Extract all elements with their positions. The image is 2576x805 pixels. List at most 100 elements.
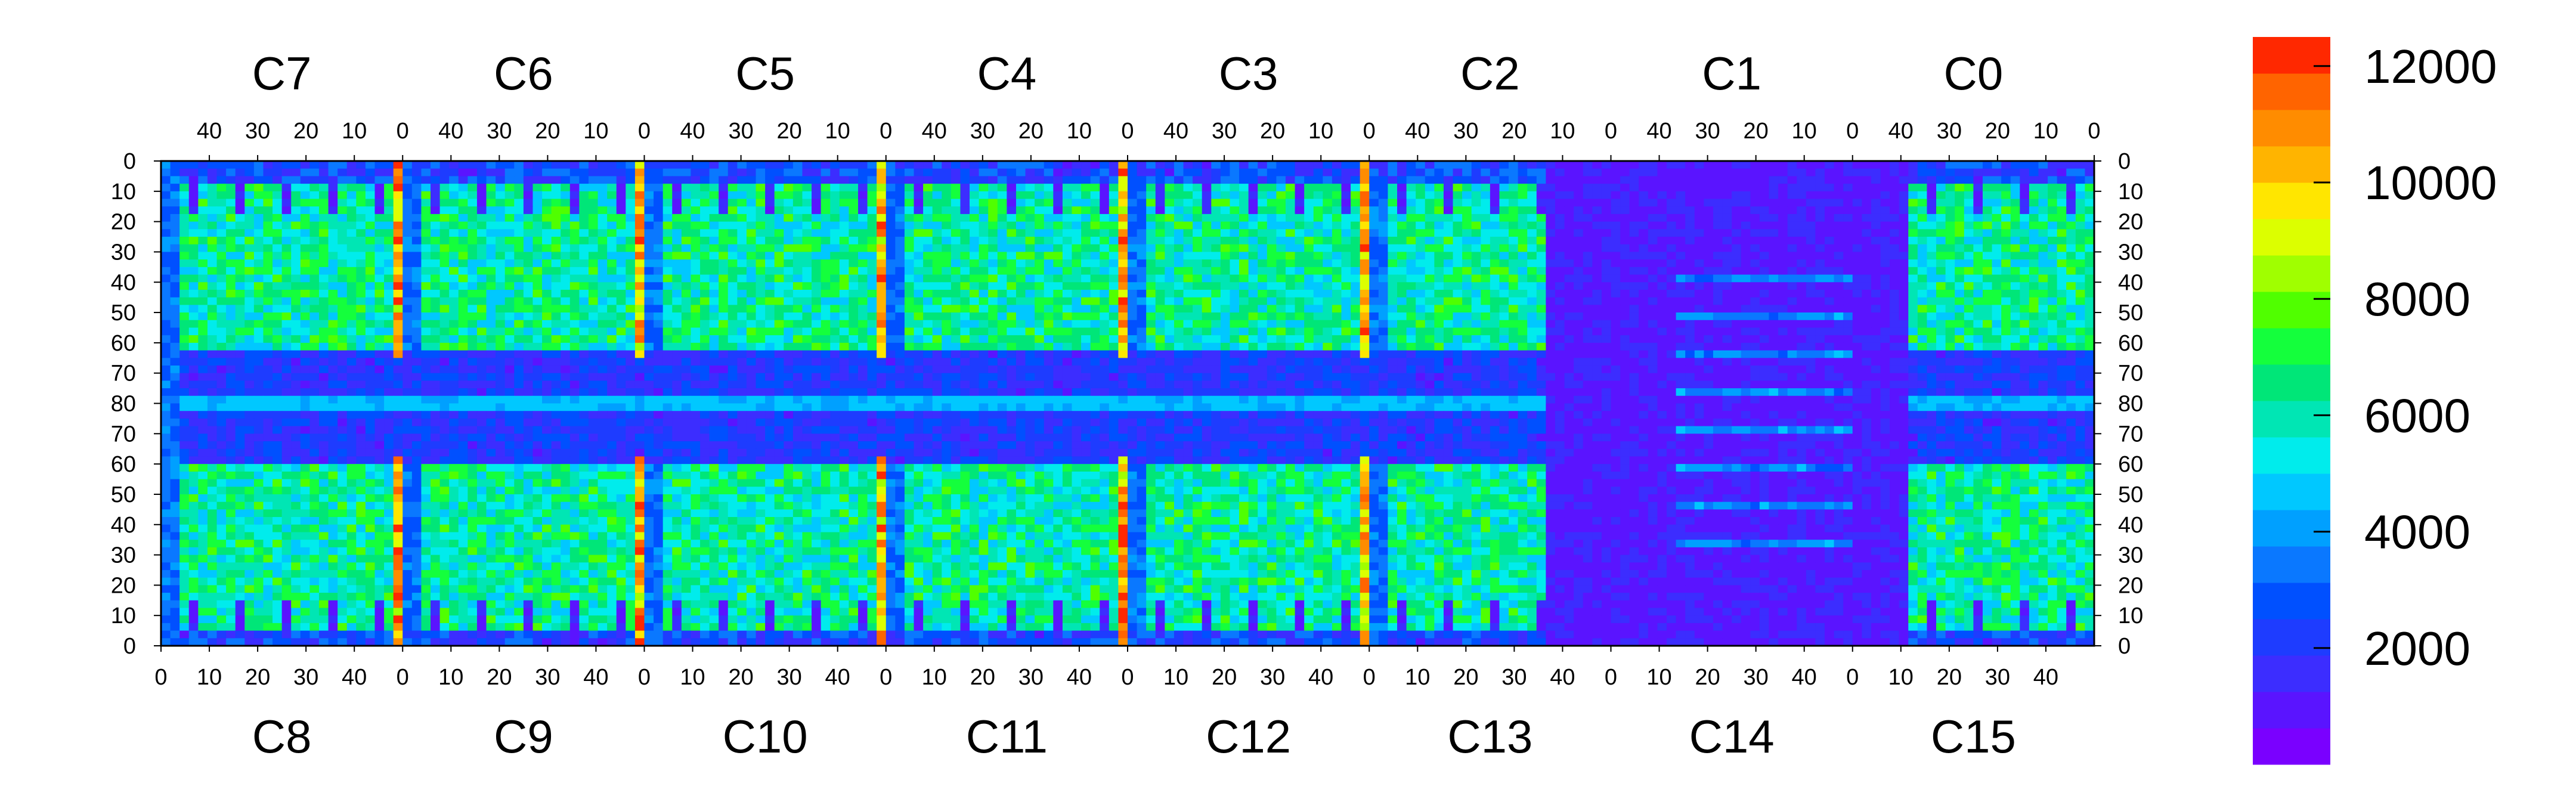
heatmap-cell bbox=[273, 320, 283, 329]
heatmap-cell bbox=[338, 206, 348, 215]
heatmap-cell bbox=[626, 252, 636, 260]
heatmap-cell bbox=[737, 274, 747, 283]
heatmap-cell bbox=[235, 237, 245, 245]
right-tick-label: 60 bbox=[2118, 331, 2143, 356]
heatmap-cell bbox=[1258, 289, 1268, 298]
heatmap-cell bbox=[1955, 244, 1965, 253]
heatmap-cell bbox=[1490, 327, 1500, 336]
heatmap-cell bbox=[569, 252, 580, 260]
heatmap-cell bbox=[1425, 327, 1435, 336]
heatmap-cell bbox=[1397, 297, 1407, 305]
heatmap-cell bbox=[291, 184, 301, 192]
heatmap-cell bbox=[1973, 312, 1983, 321]
heatmap-cell bbox=[393, 282, 403, 290]
heatmap-cell bbox=[857, 221, 868, 230]
heatmap-cell bbox=[1936, 320, 1946, 329]
heatmap-cell bbox=[244, 289, 255, 298]
heatmap-cell bbox=[1406, 267, 1416, 275]
heatmap-cell bbox=[1657, 320, 1667, 329]
heatmap-cell bbox=[1890, 305, 1900, 313]
heatmap-cell bbox=[942, 320, 952, 329]
heatmap-cell bbox=[1276, 297, 1286, 305]
heatmap-cell bbox=[1899, 282, 1909, 290]
heatmap-cell bbox=[2020, 199, 2030, 207]
top-tick-label: 10 bbox=[583, 119, 608, 144]
heatmap-cell bbox=[1927, 244, 1937, 253]
heatmap-cell bbox=[2020, 244, 2030, 253]
heatmap-cell bbox=[384, 206, 394, 215]
heatmap-cell bbox=[1118, 168, 1128, 177]
heatmap-cell bbox=[281, 327, 292, 336]
heatmap-cell bbox=[1546, 289, 1556, 298]
heatmap-cell bbox=[1964, 168, 1974, 177]
heatmap-cell bbox=[1908, 282, 1918, 290]
heatmap-cell bbox=[774, 191, 784, 200]
heatmap-cell bbox=[1546, 221, 1556, 230]
heatmap-cell bbox=[1239, 305, 1249, 313]
heatmap-cell bbox=[1685, 237, 1695, 245]
heatmap-cell bbox=[1713, 184, 1723, 192]
heatmap-cell bbox=[654, 259, 664, 268]
heatmap-cell bbox=[1862, 312, 1872, 321]
heatmap-cell bbox=[1165, 259, 1175, 268]
heatmap-cell bbox=[877, 297, 887, 305]
heatmap-cell bbox=[561, 191, 571, 200]
heatmap-cell bbox=[1471, 252, 1481, 260]
heatmap-cell bbox=[291, 312, 301, 321]
heatmap-cell bbox=[821, 206, 831, 215]
heatmap-cell bbox=[1564, 191, 1574, 200]
heatmap-cell bbox=[1750, 289, 1760, 298]
heatmap-cell bbox=[737, 327, 747, 336]
heatmap-cell bbox=[588, 213, 599, 222]
heatmap-cell bbox=[1629, 289, 1639, 298]
heatmap-cell bbox=[662, 259, 673, 268]
heatmap-cell bbox=[700, 259, 710, 268]
heatmap-cell bbox=[1434, 289, 1444, 298]
heatmap-cell bbox=[784, 289, 794, 298]
heatmap-cell bbox=[1769, 282, 1779, 290]
heatmap-cell bbox=[1871, 184, 1881, 192]
heatmap-cell bbox=[1053, 213, 1063, 222]
heatmap-cell bbox=[1462, 213, 1472, 222]
heatmap-cell bbox=[988, 312, 998, 321]
heatmap-cell bbox=[504, 206, 515, 215]
heatmap-cell bbox=[411, 199, 422, 207]
heatmap-cell bbox=[1025, 213, 1035, 222]
heatmap-cell bbox=[179, 199, 190, 207]
heatmap-cell bbox=[393, 229, 403, 237]
heatmap-cell bbox=[2020, 161, 2030, 169]
heatmap-cell bbox=[1583, 320, 1593, 329]
heatmap-cell bbox=[634, 244, 645, 253]
chip-label-c9: C9 bbox=[494, 710, 553, 763]
heatmap-cell bbox=[1304, 259, 1314, 268]
heatmap-cell bbox=[1230, 327, 1240, 336]
heatmap-cell bbox=[1834, 274, 1844, 283]
heatmap-cell bbox=[1797, 199, 1807, 207]
heatmap-cell bbox=[997, 184, 1007, 192]
heatmap-cell bbox=[756, 274, 766, 283]
heatmap-cell bbox=[1276, 237, 1286, 245]
heatmap-cell bbox=[1443, 206, 1454, 215]
heatmap-cell bbox=[1174, 297, 1184, 305]
heatmap-cell bbox=[1667, 297, 1677, 305]
heatmap-cell bbox=[1155, 184, 1165, 192]
heatmap-cell bbox=[1118, 244, 1128, 253]
heatmap-cell bbox=[737, 312, 747, 321]
heatmap-cell bbox=[431, 312, 441, 321]
heatmap-cell bbox=[1276, 289, 1286, 298]
heatmap-cell bbox=[839, 229, 850, 237]
heatmap-cell bbox=[662, 176, 673, 184]
heatmap-cell bbox=[588, 244, 599, 253]
heatmap-cell bbox=[1313, 199, 1323, 207]
heatmap-cell bbox=[1499, 244, 1509, 253]
heatmap-cell bbox=[812, 199, 822, 207]
heatmap-cell bbox=[1657, 327, 1667, 336]
heatmap-cell bbox=[802, 282, 812, 290]
heatmap-cell bbox=[1285, 213, 1296, 222]
heatmap-cell bbox=[1667, 206, 1677, 215]
heatmap-cell bbox=[1648, 199, 1658, 207]
heatmap-cell bbox=[895, 289, 905, 298]
heatmap-cell bbox=[746, 259, 757, 268]
heatmap-cell bbox=[1090, 237, 1100, 245]
heatmap-cell bbox=[253, 297, 264, 305]
